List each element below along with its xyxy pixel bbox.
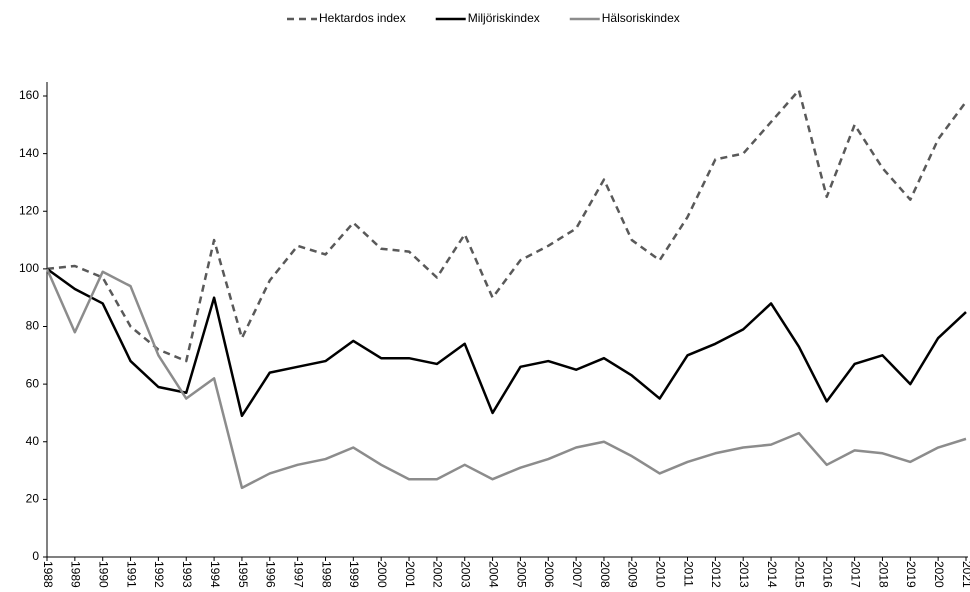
x-tick-label: 1994 [208,561,222,588]
y-tick-label: 80 [26,319,40,333]
y-tick-label: 120 [19,203,39,217]
x-tick-label: 2018 [876,561,890,588]
x-tick-label: 1997 [291,561,305,588]
legend-label: Hektardos index [319,11,406,25]
x-tick-label: 2011 [681,561,695,587]
y-tick-label: 160 [19,88,39,102]
x-tick-label: 2015 [793,561,807,588]
legend-label: Miljöriskindex [468,11,540,25]
x-tick-label: 1989 [69,561,83,588]
x-tick-label: 2009 [626,561,640,588]
series-line [46,88,968,363]
x-tick-label: 2007 [570,561,584,588]
x-tick-label: 2005 [514,561,528,588]
x-tick-label: 2010 [653,561,667,588]
x-tick-label: 2008 [598,561,612,588]
x-tick-label: 1999 [347,561,361,588]
x-tick-label: 1993 [180,561,194,588]
x-tick-label: 2000 [375,561,389,588]
x-tick-label: 2004 [486,561,500,588]
y-tick-label: 100 [19,261,39,275]
x-tick-label: 2006 [542,561,556,588]
series-line [45,268,967,490]
legend-label: Hälsoriskindex [602,11,680,25]
x-tick-label: 2017 [848,561,862,588]
x-tick-label: 2021 [960,561,970,588]
x-tick-label: 2020 [932,561,946,588]
y-tick-label: 0 [32,549,39,563]
x-tick-label: 1998 [319,561,333,588]
legend: Hektardos index Miljöriskindex Hälsoriskin… [287,11,680,25]
x-tick-label: 2016 [821,561,835,588]
y-tick-label: 40 [26,434,40,448]
x-tick-label: 2014 [765,561,779,588]
y-tick-label: 60 [26,376,40,390]
x-tick-label: 1992 [152,561,166,588]
x-tick-label: 1995 [236,561,250,588]
x-tick-label: 2012 [709,561,723,588]
x-tick-label: 1988 [41,561,55,588]
x-tick-label: 1990 [97,561,111,588]
x-tick-label: 1991 [124,561,138,588]
series-line [46,267,967,418]
x-tick-label: 1996 [264,561,278,588]
x-tick-label: 2003 [459,561,473,588]
y-tick-label: 140 [19,146,39,160]
x-tick-label: 2002 [431,561,445,588]
x-tick-label: 2001 [403,561,417,588]
y-tick-label: 20 [26,492,40,506]
x-tick-label: 2019 [904,561,918,588]
x-tick-label: 2013 [737,561,751,588]
